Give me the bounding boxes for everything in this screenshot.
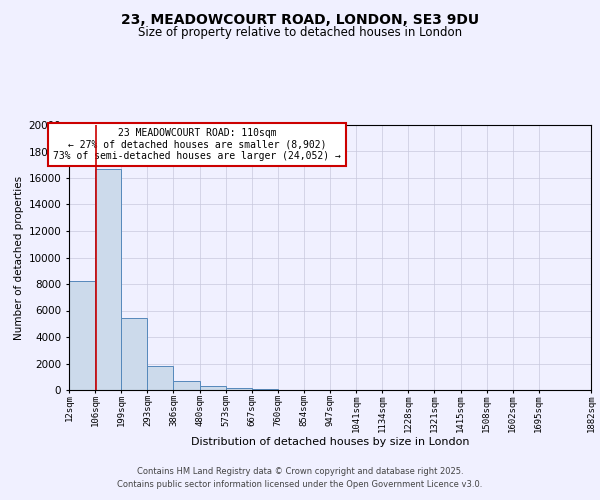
Bar xyxy=(173,380,200,390)
Text: 23 MEADOWCOURT ROAD: 110sqm
← 27% of detached houses are smaller (8,902)
73% of : 23 MEADOWCOURT ROAD: 110sqm ← 27% of det… xyxy=(53,128,341,161)
Bar xyxy=(200,386,226,390)
Bar xyxy=(226,388,252,390)
Bar xyxy=(252,388,278,390)
Bar xyxy=(148,366,173,390)
Bar xyxy=(95,168,121,390)
Text: Contains HM Land Registry data © Crown copyright and database right 2025.: Contains HM Land Registry data © Crown c… xyxy=(137,467,463,476)
Text: Size of property relative to detached houses in London: Size of property relative to detached ho… xyxy=(138,26,462,39)
Bar xyxy=(69,282,95,390)
X-axis label: Distribution of detached houses by size in London: Distribution of detached houses by size … xyxy=(191,438,469,448)
Text: Contains public sector information licensed under the Open Government Licence v3: Contains public sector information licen… xyxy=(118,480,482,489)
Bar xyxy=(121,318,148,390)
Y-axis label: Number of detached properties: Number of detached properties xyxy=(14,176,25,340)
Text: 23, MEADOWCOURT ROAD, LONDON, SE3 9DU: 23, MEADOWCOURT ROAD, LONDON, SE3 9DU xyxy=(121,12,479,26)
